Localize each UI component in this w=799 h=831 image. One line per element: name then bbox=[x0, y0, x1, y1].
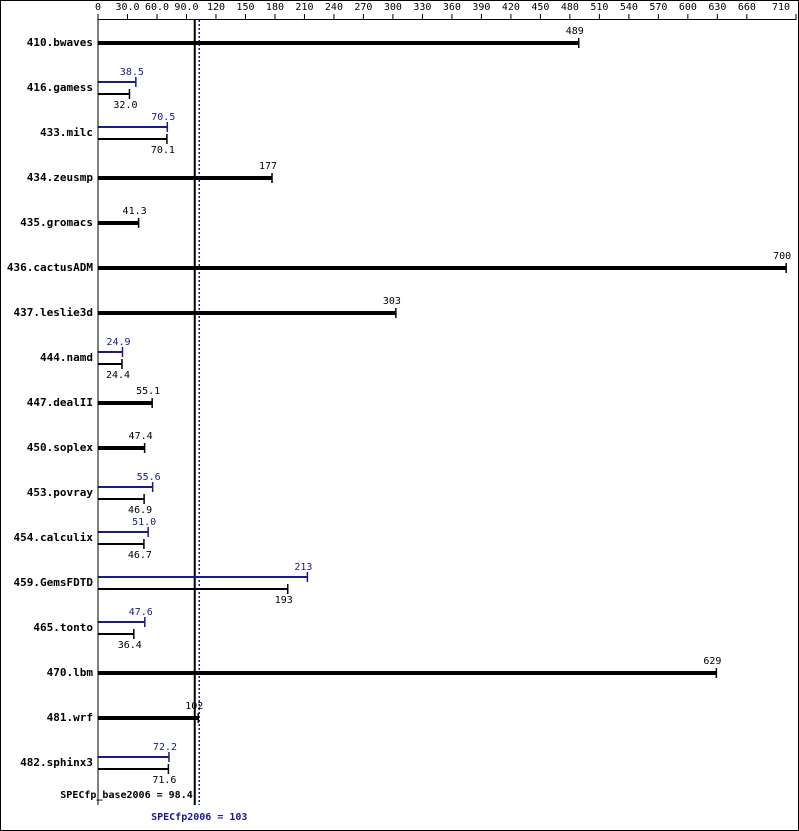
x-tick-label: 540 bbox=[620, 2, 638, 13]
x-tick-label: 600 bbox=[679, 2, 697, 13]
x-tick-label: 60.0 bbox=[145, 2, 169, 13]
x-tick-label: 480 bbox=[561, 2, 579, 13]
value-label: 629 bbox=[703, 656, 721, 667]
category-label: 434.zeusmp bbox=[27, 171, 94, 184]
x-tick-label: 120 bbox=[207, 2, 225, 13]
x-tick-label: 270 bbox=[354, 2, 372, 13]
peak-value-label: 72.2 bbox=[153, 742, 177, 753]
category-label: 410.bwaves bbox=[27, 36, 93, 49]
category-label: 482.sphinx3 bbox=[20, 756, 93, 769]
value-label: 177 bbox=[259, 161, 277, 172]
category-label: 470.lbm bbox=[47, 666, 94, 679]
base-value-label: 46.7 bbox=[128, 550, 152, 561]
x-tick-label: 210 bbox=[295, 2, 313, 13]
value-label: 55.1 bbox=[136, 386, 160, 397]
peak-value-label: 24.9 bbox=[106, 337, 130, 348]
base-value-label: 46.9 bbox=[128, 505, 152, 516]
x-tick-label: 630 bbox=[708, 2, 726, 13]
base-value-label: 24.4 bbox=[106, 370, 130, 381]
base-value-label: 71.6 bbox=[152, 775, 176, 786]
x-tick-label: 180 bbox=[266, 2, 284, 13]
category-label: 453.povray bbox=[27, 486, 94, 499]
x-tick-label: 30.0 bbox=[115, 2, 139, 13]
base-value-label: 70.1 bbox=[151, 145, 175, 156]
reference-label: SPECfp_base2006 = 98.4 bbox=[60, 790, 192, 801]
value-label: 489 bbox=[566, 26, 584, 37]
peak-value-label: 55.6 bbox=[137, 472, 161, 483]
x-tick-label: 300 bbox=[384, 2, 402, 13]
category-label: 450.soplex bbox=[27, 441, 94, 454]
category-label: 444.namd bbox=[40, 351, 93, 364]
value-label: 303 bbox=[383, 296, 401, 307]
category-label: 435.gromacs bbox=[20, 216, 93, 229]
x-tick-label: 360 bbox=[443, 2, 461, 13]
peak-value-label: 70.5 bbox=[151, 112, 175, 123]
category-label: 481.wrf bbox=[47, 711, 93, 724]
x-tick-label: 330 bbox=[413, 2, 431, 13]
x-tick-label: 0 bbox=[95, 2, 101, 13]
value-label: 41.3 bbox=[123, 206, 147, 217]
x-tick-label: 240 bbox=[325, 2, 343, 13]
category-label: 436.cactusADM bbox=[7, 261, 93, 274]
category-label: 433.milc bbox=[40, 126, 93, 139]
base-value-label: 36.4 bbox=[118, 640, 142, 651]
peak-value-label: 51.0 bbox=[132, 517, 156, 528]
value-label: 47.4 bbox=[129, 431, 153, 442]
x-tick-label: 570 bbox=[649, 2, 667, 13]
category-label: 416.gamess bbox=[27, 81, 93, 94]
base-value-label: 193 bbox=[275, 595, 293, 606]
value-label: 700 bbox=[773, 251, 791, 262]
category-label: 437.leslie3d bbox=[14, 306, 93, 319]
x-tick-label: 450 bbox=[531, 2, 549, 13]
category-label: 447.dealII bbox=[27, 396, 93, 409]
value-label: 102 bbox=[185, 701, 203, 712]
x-tick-label: 150 bbox=[236, 2, 254, 13]
x-tick-label: 660 bbox=[738, 2, 756, 13]
base-value-label: 32.0 bbox=[113, 100, 137, 111]
x-tick-label: 90.0 bbox=[174, 2, 198, 13]
category-label: 454.calculix bbox=[14, 531, 94, 544]
reference-label: SPECfp2006 = 103 bbox=[151, 812, 247, 823]
x-tick-label: 420 bbox=[502, 2, 520, 13]
x-tick-label: 510 bbox=[590, 2, 608, 13]
peak-value-label: 213 bbox=[294, 562, 312, 573]
category-label: 459.GemsFDTD bbox=[14, 576, 94, 589]
x-tick-label: 710 bbox=[772, 2, 790, 13]
peak-value-label: 47.6 bbox=[129, 607, 153, 618]
x-tick-label: 390 bbox=[472, 2, 490, 13]
peak-value-label: 38.5 bbox=[120, 67, 144, 78]
category-label: 465.tonto bbox=[33, 621, 93, 634]
